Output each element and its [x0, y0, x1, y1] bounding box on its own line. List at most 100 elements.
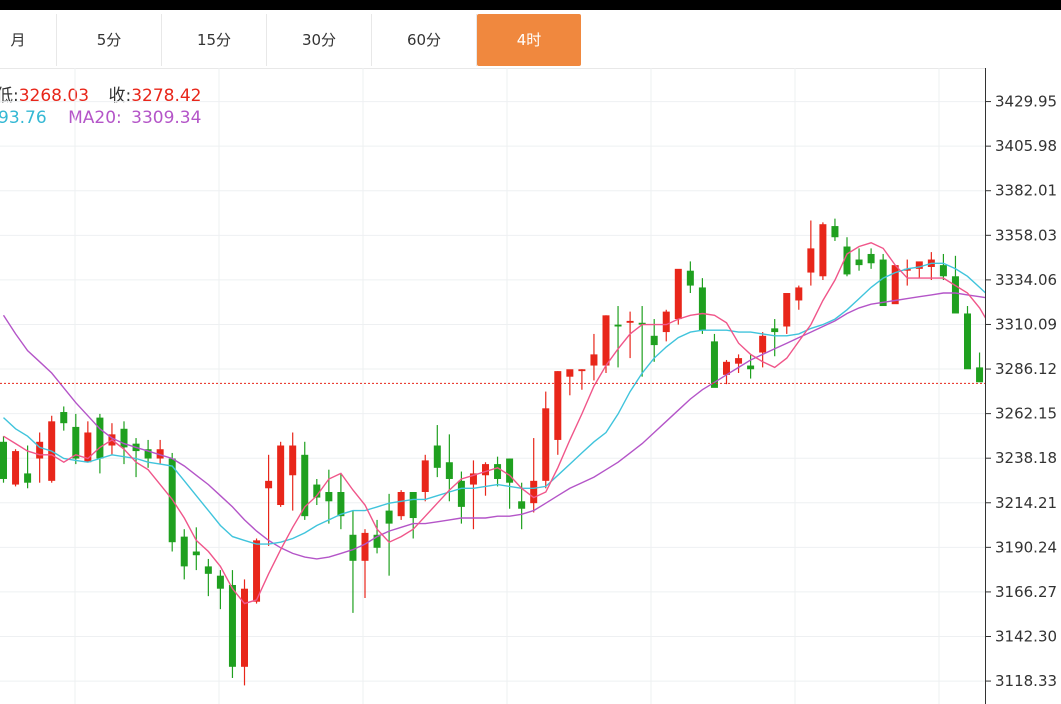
- candle-body: [506, 458, 514, 483]
- candle-body: [976, 367, 984, 383]
- candle-body: [72, 426, 80, 459]
- candle-body: [301, 454, 309, 517]
- ohlc-info-line: 低:3268.03 收:3278.42: [0, 81, 202, 106]
- candle-body: [951, 276, 959, 314]
- ma5-line: [3, 242, 1061, 605]
- y-tick-label: 3310.09: [995, 315, 1057, 333]
- candle-body: [735, 358, 743, 364]
- candle-body: [325, 492, 333, 502]
- candle-body: [723, 361, 730, 375]
- candle-body: [216, 575, 224, 589]
- candle-body: [180, 536, 188, 567]
- y-tick-label: 3286.12: [995, 360, 1057, 378]
- candle-body: [0, 441, 7, 479]
- candle-body: [578, 369, 586, 372]
- candle-body: [120, 428, 128, 448]
- low-label: 低:: [0, 86, 19, 106]
- y-tick-label: 3358.03: [995, 226, 1057, 244]
- candle-body: [650, 335, 658, 346]
- tab-15min[interactable]: 15分: [162, 14, 267, 66]
- tab-5min[interactable]: 5分: [57, 14, 162, 66]
- candle-body: [144, 449, 152, 459]
- y-tick-label: 3238.18: [995, 449, 1057, 467]
- candle-body: [277, 445, 285, 506]
- candle-body: [759, 335, 767, 353]
- candle-body: [602, 315, 610, 366]
- y-tick-label: 3334.06: [995, 271, 1057, 289]
- candle-body: [747, 365, 755, 370]
- candle-body: [433, 445, 441, 468]
- ma20-line: [2, 292, 1061, 560]
- candle-body: [590, 354, 598, 366]
- tab-30min[interactable]: 30分: [267, 14, 372, 66]
- candle-body: [192, 551, 200, 556]
- candle-body: [614, 324, 622, 327]
- y-tick-label: 3214.21: [995, 494, 1057, 512]
- candle-body: [819, 224, 827, 277]
- candles-layer: [0, 218, 1061, 686]
- close-label: 收:: [108, 86, 132, 106]
- candle-body: [60, 412, 68, 424]
- candle-body: [783, 293, 791, 327]
- candle-body: [241, 588, 248, 667]
- ma10-line: [3, 262, 1061, 545]
- candle-body: [421, 460, 429, 492]
- candle-body: [903, 268, 911, 271]
- candle-body: [228, 584, 236, 667]
- candle-body: [84, 432, 92, 463]
- candle-body: [373, 534, 381, 548]
- candle-body: [12, 451, 20, 485]
- low-value: 3268.03: [18, 86, 90, 106]
- candlestick-chart[interactable]: 3278.42 3429.95 3405.98 3382.01 3358.03 3334…: [0, 68, 1061, 704]
- candle-body: [494, 464, 502, 479]
- ma-info-line: 93.76 MA20: 3309.34: [0, 108, 201, 128]
- ma-lines-layer: [2, 242, 1061, 605]
- candle-body: [482, 464, 489, 476]
- period-tab-bar: 月 5分 15分 30分 60分 4时: [0, 10, 1061, 69]
- candle-body: [867, 253, 875, 264]
- candle-body: [445, 462, 453, 479]
- candle-body: [349, 534, 357, 561]
- tab-month[interactable]: 月: [0, 14, 57, 66]
- candle-body: [36, 441, 44, 459]
- window-top-bar: [0, 0, 1061, 10]
- candle-body: [361, 532, 369, 561]
- y-tick-label: 3166.27: [995, 583, 1057, 601]
- candle-body: [662, 311, 670, 333]
- candle-body: [674, 268, 682, 320]
- candle-body: [397, 492, 405, 517]
- y-tick-label: 3118.33: [995, 672, 1057, 690]
- candle-body: [831, 226, 839, 238]
- candle-body: [843, 246, 851, 275]
- chart-grid: [0, 68, 985, 704]
- candle-body: [542, 408, 550, 481]
- candle-body: [24, 473, 32, 483]
- candle-body: [939, 265, 947, 277]
- candle-body: [879, 259, 887, 307]
- candle-body: [96, 417, 104, 459]
- candle-body: [409, 492, 417, 519]
- candle-body: [807, 248, 815, 273]
- tab-4hour[interactable]: 4时: [477, 14, 581, 66]
- candle-body: [253, 540, 261, 602]
- y-axis: 3429.95 3405.98 3382.01 3358.03 3334.06 3310.…: [985, 68, 1061, 704]
- y-tick-label: 3405.98: [995, 137, 1057, 155]
- candle-body: [638, 322, 646, 325]
- tab-60min[interactable]: 60分: [372, 14, 477, 66]
- y-tick-label: 3190.24: [995, 538, 1057, 556]
- candle-body: [795, 287, 803, 301]
- candle-body: [337, 492, 345, 517]
- candle-body: [530, 480, 538, 504]
- ma20-label: MA20:: [68, 108, 122, 128]
- candle-body: [686, 270, 694, 286]
- y-tick-label: 3429.95: [995, 93, 1057, 111]
- ma20-value: 3309.34: [131, 108, 202, 128]
- y-tick-label: 3262.15: [995, 405, 1057, 423]
- candle-body: [313, 484, 321, 498]
- candle-body: [566, 369, 574, 377]
- candle-body: [626, 320, 634, 323]
- candle-body: [156, 449, 164, 459]
- candle-body: [891, 265, 899, 305]
- candle-body: [964, 313, 971, 370]
- y-tick-label: 3142.30: [995, 627, 1057, 645]
